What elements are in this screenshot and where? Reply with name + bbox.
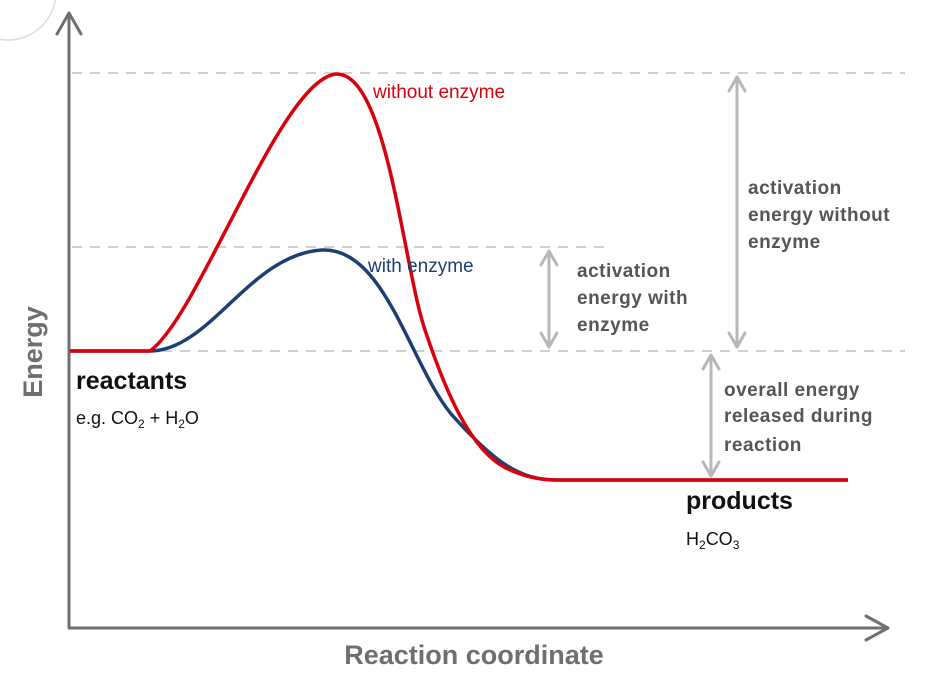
y-axis-arrowhead [55, 11, 83, 36]
activation-with-enzyme-arrow [539, 249, 559, 349]
overall-energy-arrow [701, 353, 721, 478]
annotation-activation-with-enzyme: activation energy with enzyme [577, 261, 694, 336]
x-axis-arrowhead [864, 614, 890, 642]
activation-without-enzyme-arrow [727, 75, 747, 349]
x-axis-title: Reaction coordinate [344, 640, 604, 670]
reactants-formula: e.g. CO2 + H2O [76, 408, 199, 431]
corner-badge [0, 0, 57, 41]
annotation-activation-without-enzyme: activation energy without enzyme [748, 178, 896, 253]
products-title: products [686, 487, 793, 515]
reactants-title: reactants [76, 367, 187, 395]
products-formula: H2CO3 [686, 529, 740, 552]
y-axis-title: Energy [18, 306, 48, 398]
annotation-overall-energy: overall energy released during reaction [724, 380, 879, 456]
label-without-enzyme: without enzyme [372, 82, 505, 103]
label-with-enzyme: with enzyme [367, 256, 474, 277]
curve-without-enzyme [70, 72, 848, 482]
curve-with-enzyme [70, 248, 848, 482]
